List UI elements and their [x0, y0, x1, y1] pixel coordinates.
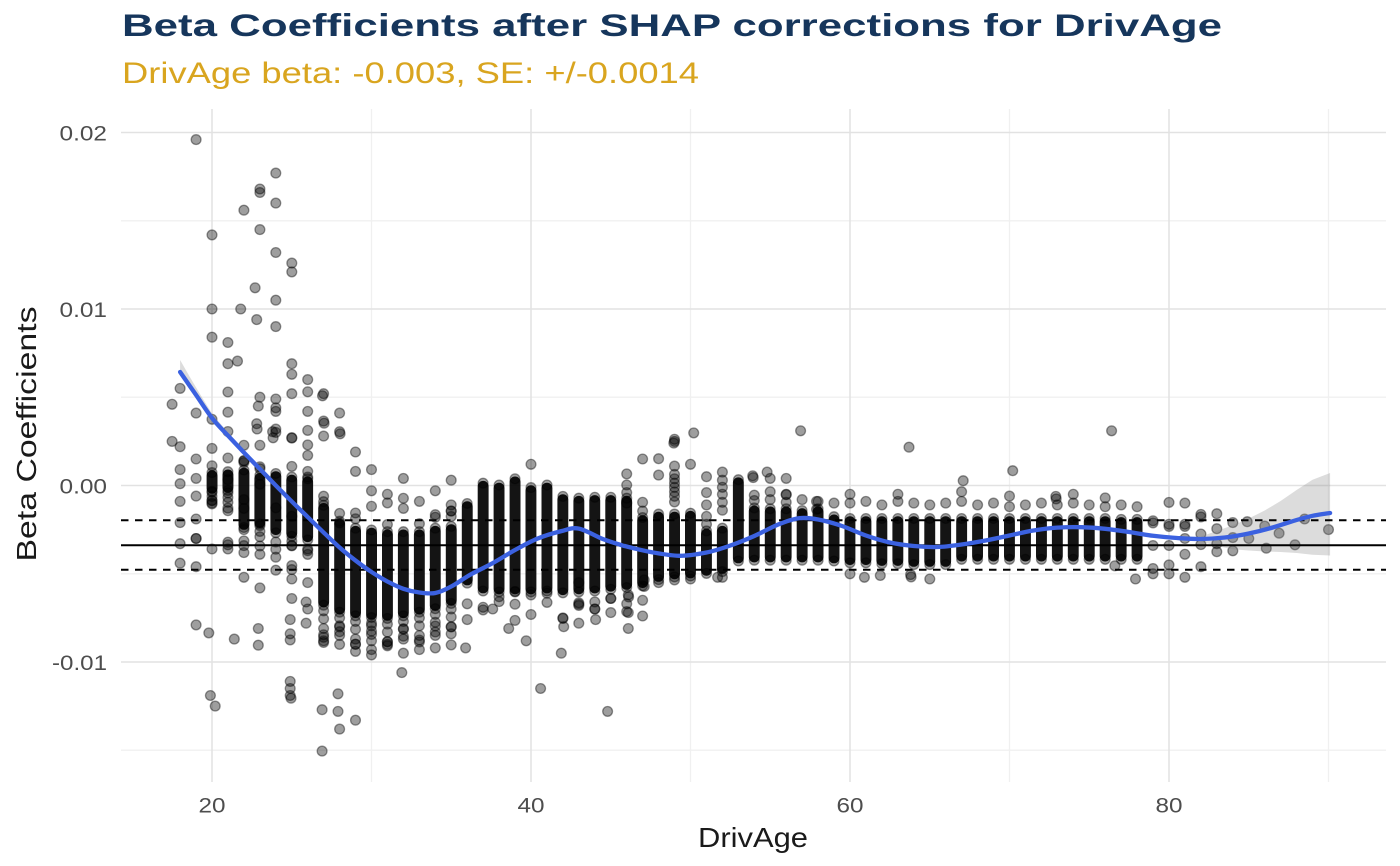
svg-text:20: 20	[199, 794, 226, 818]
svg-text:0.02: 0.02	[60, 121, 108, 145]
svg-text:60: 60	[837, 794, 864, 818]
svg-text:0.00: 0.00	[60, 474, 108, 498]
svg-text:Beta Coefficients after SHAP c: Beta Coefficients after SHAP corrections…	[122, 7, 1222, 43]
svg-text:DrivAge beta: -0.003, SE: +/-0: DrivAge beta: -0.003, SE: +/-0.0014	[122, 57, 699, 90]
svg-text:0.01: 0.01	[60, 298, 108, 322]
svg-text:-0.01: -0.01	[52, 651, 107, 675]
svg-text:80: 80	[1156, 794, 1183, 818]
svg-text:DrivAge: DrivAge	[698, 822, 808, 853]
svg-text:40: 40	[518, 794, 545, 818]
svg-text:Beta Coefficients: Beta Coefficients	[11, 307, 42, 562]
